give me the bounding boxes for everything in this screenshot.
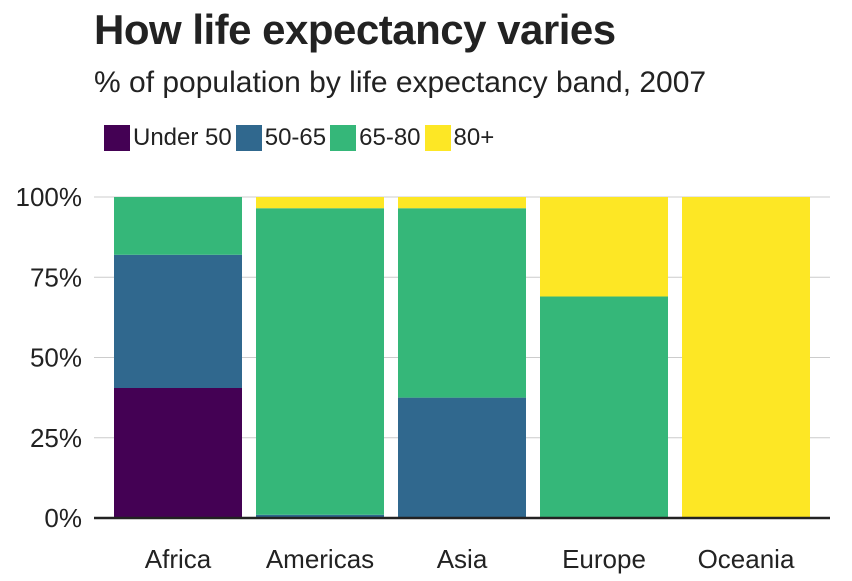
x-tick-label: Oceania: [698, 544, 795, 574]
y-tick-label: 75%: [30, 262, 82, 292]
bar-segment: [256, 208, 384, 515]
legend-item-under-50: Under 50: [104, 124, 232, 152]
chart-subtitle: % of population by life expectancy band,…: [94, 66, 707, 99]
bar-segment: [114, 387, 242, 518]
legend-label: 65-80: [359, 124, 421, 151]
legend-item-50-65: 50-65: [235, 124, 327, 152]
x-tick-label: Europe: [562, 544, 646, 574]
bar-segment: [398, 197, 526, 209]
bar-segment: [540, 197, 668, 297]
legend-swatch: [104, 125, 130, 151]
legend-label: Under 50: [133, 124, 232, 151]
bar-segment: [256, 514, 384, 518]
legend: Under 50 50-65 65-80 80+: [104, 124, 498, 152]
legend-swatch: [424, 125, 451, 151]
legend-label: 50-65: [264, 124, 327, 151]
bar-segment: [114, 197, 242, 255]
chart-title: How life expectancy varies: [94, 6, 616, 53]
y-tick-label: 50%: [30, 343, 82, 373]
x-tick-label: Americas: [266, 544, 374, 574]
y-tick-label: 0%: [44, 503, 82, 533]
bar-segment: [682, 197, 810, 518]
x-tick-label: Africa: [145, 544, 212, 574]
legend-swatch: [330, 125, 357, 151]
legend-swatch: [235, 125, 262, 151]
y-tick-label: 25%: [30, 423, 82, 453]
bar-segment: [256, 197, 384, 209]
bar-segment: [114, 254, 242, 388]
legend-label: 80+: [453, 124, 495, 151]
bar-segment: [540, 296, 668, 518]
legend-item-65-80: 65-80: [330, 124, 421, 152]
bar-segment: [398, 397, 526, 518]
legend-item-80-plus: 80+: [424, 124, 495, 152]
y-tick-label: 100%: [16, 182, 83, 212]
bar-segment: [398, 208, 526, 398]
x-tick-label: Asia: [437, 544, 488, 574]
